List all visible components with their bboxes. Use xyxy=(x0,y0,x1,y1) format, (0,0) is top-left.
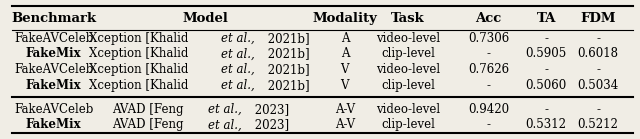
Text: video-level: video-level xyxy=(376,32,440,45)
Text: Model: Model xyxy=(182,12,228,25)
Text: -: - xyxy=(544,32,548,45)
Text: FDM: FDM xyxy=(580,12,616,25)
Text: -: - xyxy=(596,63,600,76)
Text: 2023]: 2023] xyxy=(251,103,289,116)
Text: 0.9420: 0.9420 xyxy=(468,103,509,116)
Text: -: - xyxy=(486,118,491,131)
Text: et al.,: et al., xyxy=(208,103,241,116)
Text: V: V xyxy=(340,79,349,92)
Text: Acc: Acc xyxy=(476,12,502,25)
Text: video-level: video-level xyxy=(376,103,440,116)
Text: AVAD [Feng: AVAD [Feng xyxy=(111,118,187,131)
Text: A-V: A-V xyxy=(335,118,355,131)
Text: AVAD [Feng: AVAD [Feng xyxy=(111,103,187,116)
Text: 2021b]: 2021b] xyxy=(264,32,309,45)
Text: Modality: Modality xyxy=(312,12,378,25)
Text: 2023]: 2023] xyxy=(251,118,289,131)
Text: -: - xyxy=(486,47,491,60)
Text: FakeAVCeleb: FakeAVCeleb xyxy=(14,103,93,116)
Text: FakeAVCeleb: FakeAVCeleb xyxy=(14,63,93,76)
Text: clip-level: clip-level xyxy=(381,118,435,131)
Text: -: - xyxy=(544,103,548,116)
Text: clip-level: clip-level xyxy=(381,79,435,92)
Text: Benchmark: Benchmark xyxy=(11,12,96,25)
Text: 0.5905: 0.5905 xyxy=(525,47,567,60)
Text: Xception [Khalid: Xception [Khalid xyxy=(89,32,192,45)
Text: V: V xyxy=(340,63,349,76)
Text: video-level: video-level xyxy=(376,63,440,76)
Text: Task: Task xyxy=(391,12,425,25)
Text: Xception [Khalid: Xception [Khalid xyxy=(89,63,192,76)
Text: 2021b]: 2021b] xyxy=(264,79,309,92)
Text: et al.,: et al., xyxy=(221,79,255,92)
Text: 2021b]: 2021b] xyxy=(264,63,309,76)
Text: FakeAVCeleb: FakeAVCeleb xyxy=(14,32,93,45)
Text: -: - xyxy=(596,103,600,116)
Text: FakeMix: FakeMix xyxy=(26,47,81,60)
Text: et al.,: et al., xyxy=(221,47,255,60)
Text: et al.,: et al., xyxy=(221,32,255,45)
Text: et al.,: et al., xyxy=(221,63,255,76)
Text: A: A xyxy=(340,47,349,60)
Text: A-V: A-V xyxy=(335,103,355,116)
Text: TA: TA xyxy=(536,12,556,25)
Text: 0.5212: 0.5212 xyxy=(578,118,619,131)
Text: -: - xyxy=(486,79,491,92)
Text: 0.5034: 0.5034 xyxy=(577,79,619,92)
Text: Xception [Khalid: Xception [Khalid xyxy=(89,47,192,60)
Text: -: - xyxy=(544,63,548,76)
Text: 2021b]: 2021b] xyxy=(264,47,309,60)
Text: clip-level: clip-level xyxy=(381,47,435,60)
Text: A: A xyxy=(340,32,349,45)
Text: et al.,: et al., xyxy=(208,118,241,131)
Text: Xception [Khalid: Xception [Khalid xyxy=(89,79,192,92)
Text: FakeMix: FakeMix xyxy=(26,79,81,92)
Text: 0.5312: 0.5312 xyxy=(525,118,566,131)
Text: FakeMix: FakeMix xyxy=(26,118,81,131)
Text: 0.7306: 0.7306 xyxy=(468,32,509,45)
Text: 0.5060: 0.5060 xyxy=(525,79,567,92)
Text: -: - xyxy=(596,32,600,45)
Text: 0.7626: 0.7626 xyxy=(468,63,509,76)
Text: 0.6018: 0.6018 xyxy=(578,47,619,60)
